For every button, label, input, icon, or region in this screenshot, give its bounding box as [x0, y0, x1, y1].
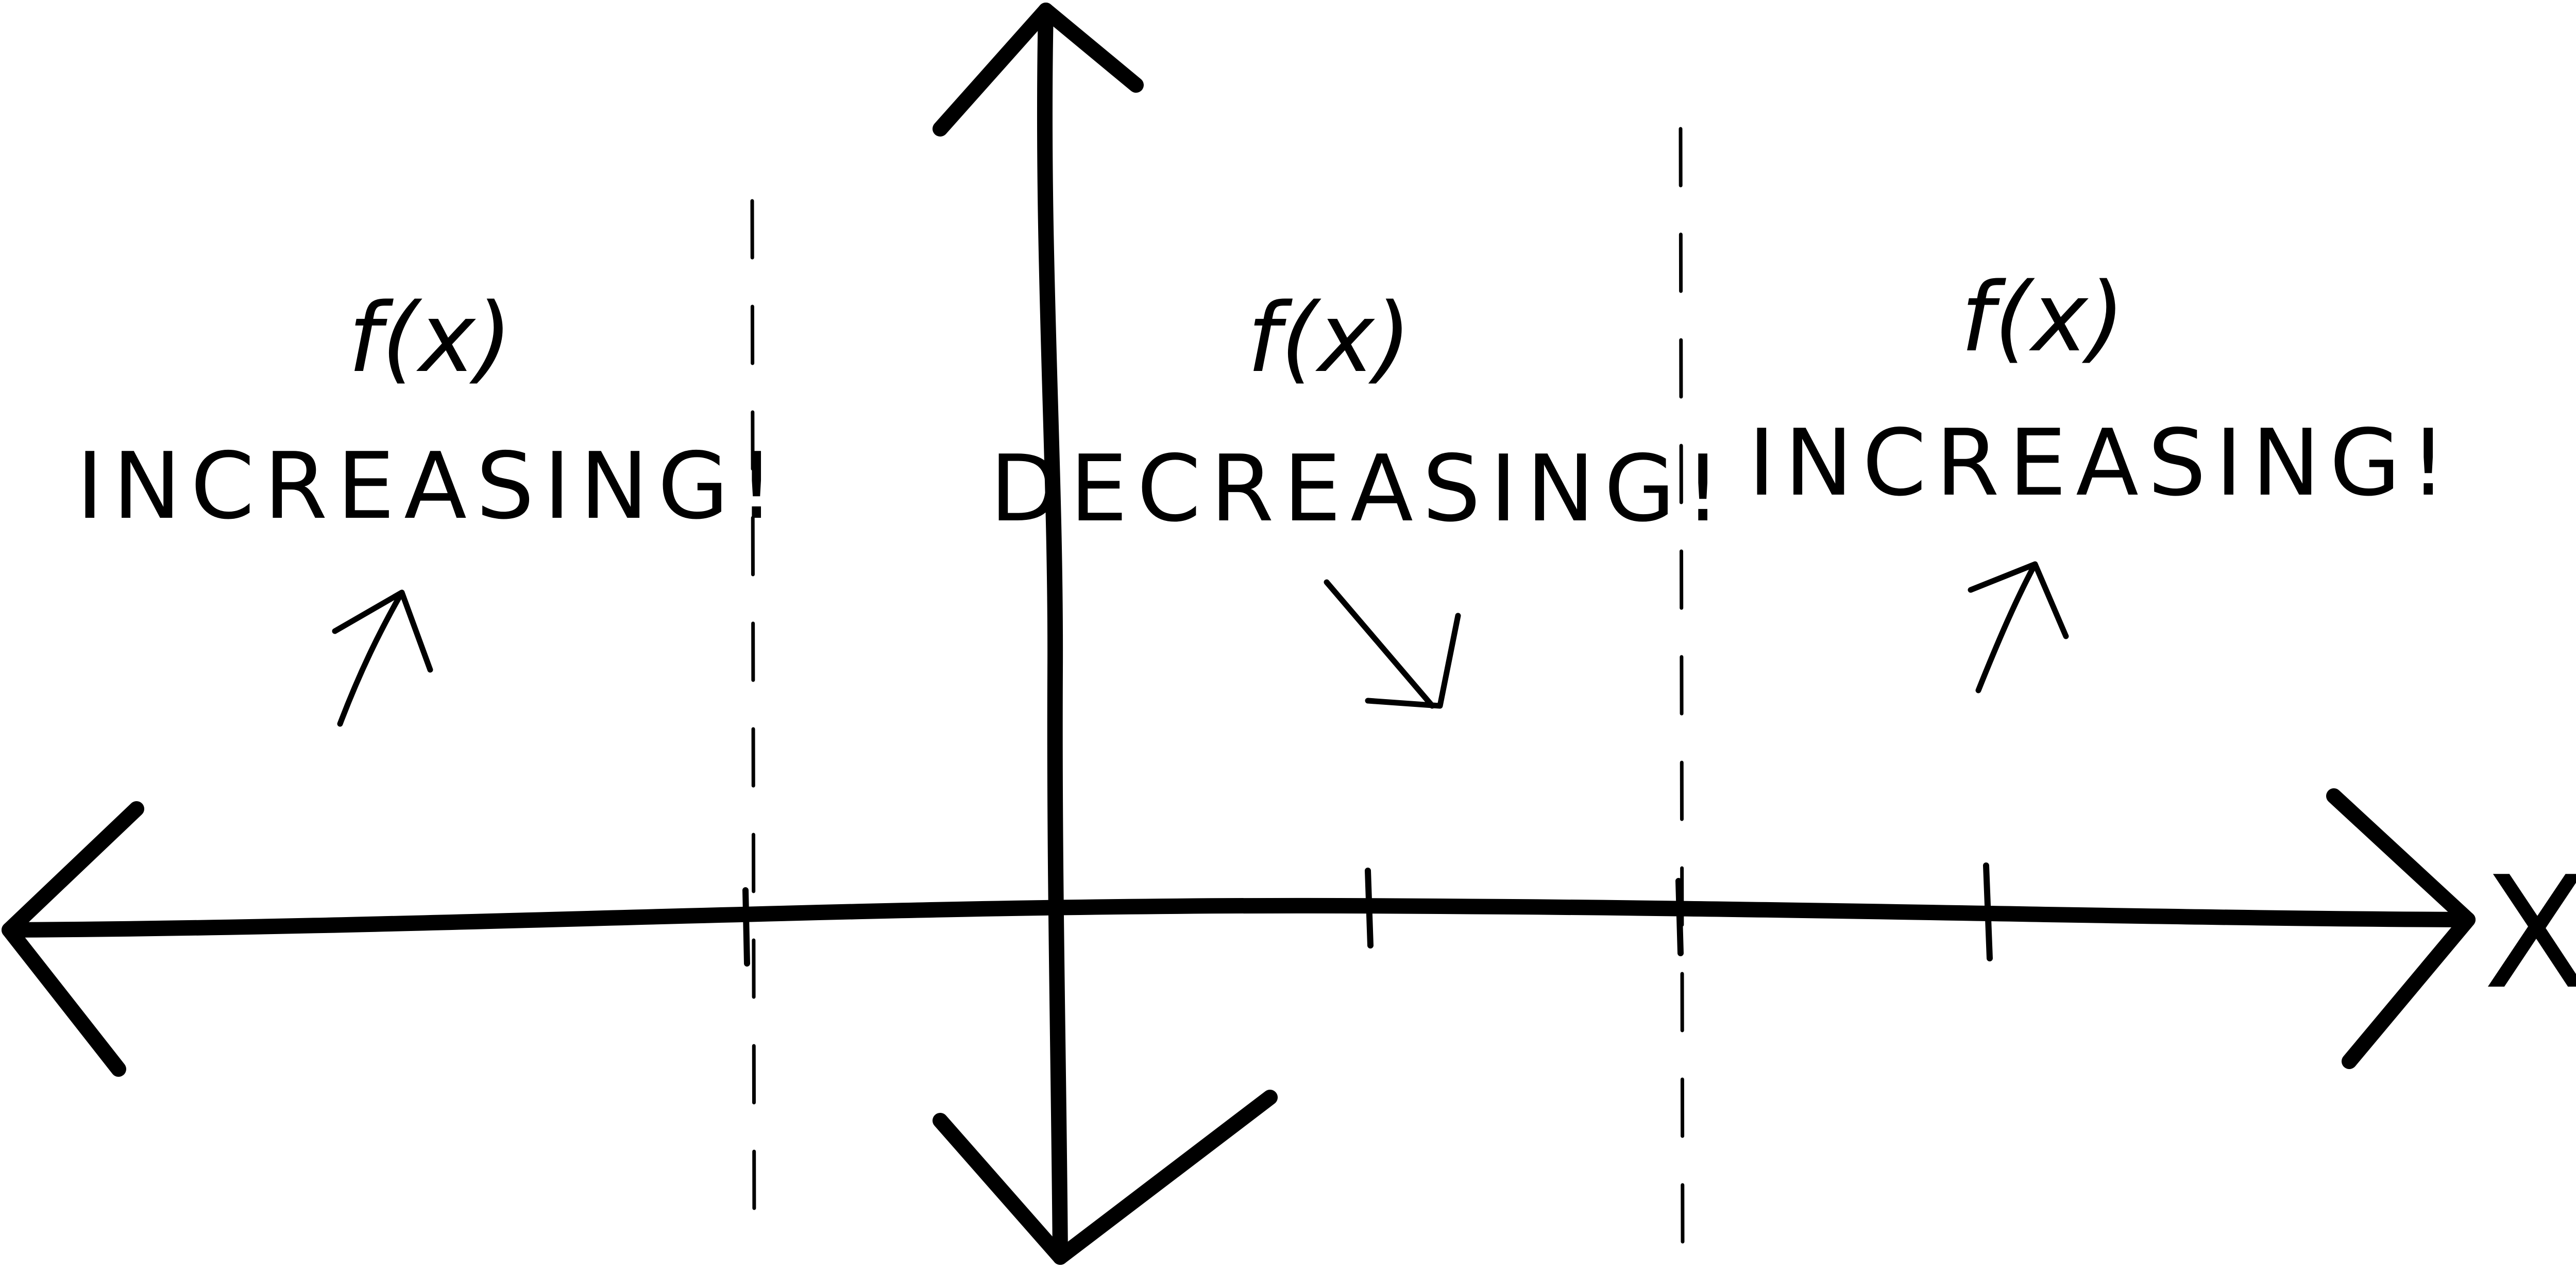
region-middle: f(x) DECREASING!: [990, 282, 1731, 709]
region-trend-label: DECREASING!: [990, 435, 1731, 542]
region-function-label: f(x): [348, 282, 513, 394]
region-function-label: f(x): [1247, 282, 1412, 394]
increasing-arrow-icon: [332, 589, 433, 727]
y-axis-line: [1037, 3, 1068, 1265]
region-left: f(x) INCREASING!: [76, 282, 784, 727]
increasing-arrow-icon: [1968, 561, 2069, 693]
region-right: f(x) INCREASING!: [1748, 262, 2456, 693]
x-axis-tick: [742, 887, 750, 967]
x-axis-tick: [1675, 878, 1684, 956]
region-function-label: f(x): [1961, 262, 2125, 373]
critical-point-divider-left: [750, 199, 756, 1239]
y-axis-bottom-arrowhead: [933, 1090, 1278, 1265]
critical-point-divider-right: [1679, 127, 1685, 1249]
decreasing-arrow-icon: [1324, 579, 1461, 709]
region-trend-label: INCREASING!: [76, 433, 784, 539]
x-axis-label: X: [2483, 843, 2576, 1023]
x-axis-left-arrowhead: [2, 801, 144, 1077]
x-axis-right-arrowhead: [2326, 788, 2476, 1069]
x-axis-tick: [1365, 868, 1374, 949]
x-axis-line: [2, 898, 2476, 938]
region-trend-label: INCREASING!: [1748, 410, 2456, 516]
x-axis-tick: [1983, 862, 1993, 961]
y-axis-top-arrowhead: [933, 3, 1144, 137]
